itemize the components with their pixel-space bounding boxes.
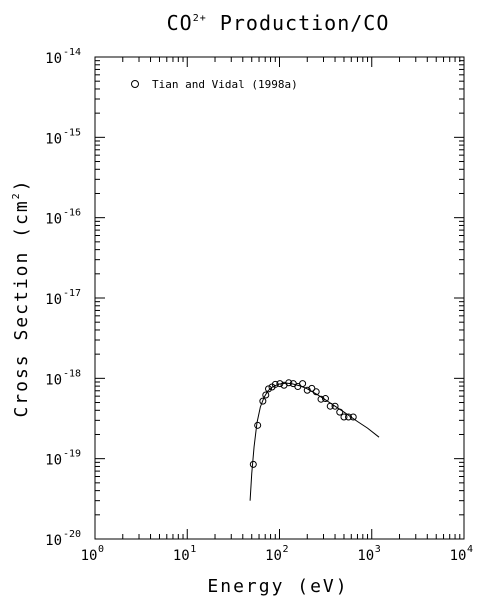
data-point [308, 384, 316, 392]
data-point [312, 388, 320, 396]
data-point [259, 397, 267, 405]
x-tick-labels: 10 0 10 1 10 2 10 3 10 4 [81, 544, 473, 564]
x-tick-label: 10 [450, 548, 467, 564]
fit-curve-layer [249, 382, 380, 501]
data-point [317, 395, 325, 403]
y-axis-label-rest: ) [11, 178, 32, 191]
data-point [321, 395, 329, 403]
x-axis-label: Energy (eV) [207, 576, 348, 597]
x-tick-exponent: 3 [375, 544, 381, 555]
data-point [254, 421, 262, 429]
legend-label: Tian and Vidal (1998a) [152, 78, 298, 91]
data-point [276, 380, 284, 388]
y-tick-label: 10 [45, 372, 62, 388]
x-tick-label: 10 [265, 548, 282, 564]
legend-marker-circle [131, 80, 139, 88]
y-tick-label: 10 [45, 453, 62, 469]
data-point [340, 413, 348, 421]
data-point [262, 391, 270, 399]
chart-title-sup: 2+ [193, 13, 207, 24]
x-tick-label: 10 [357, 548, 374, 564]
data-point [336, 408, 344, 416]
y-tick-label: 10 [45, 533, 62, 549]
chart-title: CO2+ Production/CO [167, 11, 390, 35]
x-tick-exponent: 4 [467, 544, 473, 555]
legend: Tian and Vidal (1998a) [131, 78, 298, 91]
y-axis-label: Cross Section (cm2) [11, 178, 32, 417]
y-tick-exponent: -17 [63, 288, 81, 299]
x-tick-exponent: 2 [283, 544, 289, 555]
axis-ticks [94, 57, 464, 540]
y-tick-exponent: -18 [63, 368, 81, 379]
y-tick-label: 10 [45, 51, 62, 67]
y-tick-label: 10 [45, 212, 62, 228]
y-tick-exponent: -19 [63, 449, 81, 460]
data-point [331, 402, 339, 410]
data-point [299, 380, 307, 388]
y-tick-exponent: -20 [63, 529, 81, 540]
fit-curve [249, 382, 380, 501]
x-tick-exponent: 1 [190, 544, 196, 555]
data-point [265, 385, 273, 393]
chart-title-base: CO [167, 11, 193, 35]
data-point [326, 402, 334, 410]
y-axis-label-base: Cross Section (cm [11, 199, 32, 417]
data-point [285, 379, 293, 387]
data-point [345, 413, 353, 421]
y-tick-label: 10 [45, 292, 62, 308]
x-tick-label: 10 [81, 548, 98, 564]
x-tick-label: 10 [173, 548, 190, 564]
plot-frame [94, 56, 465, 540]
data-point [271, 380, 279, 388]
y-tick-exponent: -15 [63, 127, 81, 138]
chart-title-rest: Production/CO [207, 11, 390, 35]
y-tick-label: 10 [45, 131, 62, 147]
data-point [249, 460, 257, 468]
y-tick-exponent: -16 [63, 208, 81, 219]
y-tick-exponent: -14 [63, 47, 81, 58]
y-axis-label-sup: 2 [11, 191, 22, 199]
data-points-layer [249, 379, 357, 468]
data-point [349, 413, 357, 421]
x-tick-exponent: 0 [98, 544, 104, 555]
data-point [303, 386, 311, 394]
